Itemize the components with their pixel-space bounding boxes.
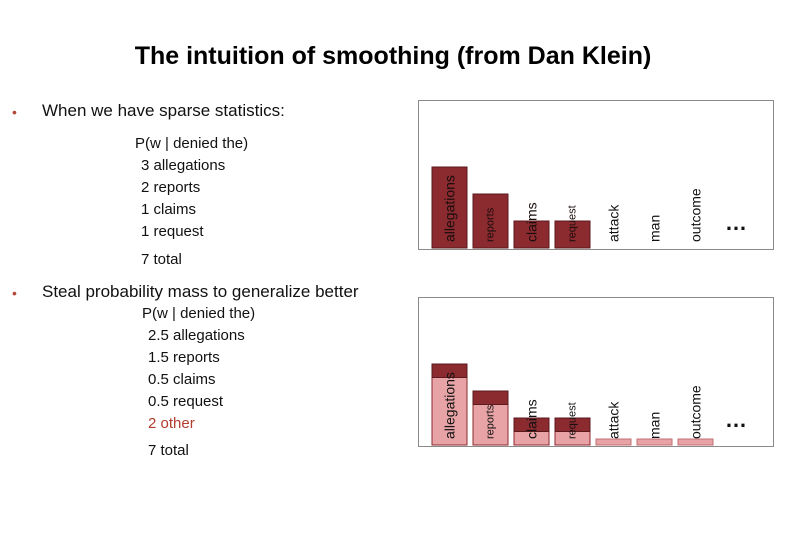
bar <box>431 166 468 249</box>
category-label: allegations <box>442 372 458 439</box>
category-label: man <box>647 215 663 242</box>
bar-kept <box>472 404 509 446</box>
category-label: attack <box>606 401 622 439</box>
bar-redistributed <box>677 438 714 446</box>
count-line: 1.5 reports <box>148 349 220 366</box>
category-label: attack <box>606 204 622 242</box>
bar-kept <box>431 377 468 446</box>
ellipsis-label: … <box>725 210 747 235</box>
bar <box>554 220 591 249</box>
bar-chart-sparse: allegations reports claims request attack man… <box>418 100 774 250</box>
bar-redistributed <box>636 438 673 446</box>
count-line: 3 allegations <box>141 157 226 174</box>
bullet-dot-2: • <box>12 285 17 301</box>
count-line: 0.5 claims <box>148 371 216 388</box>
bar <box>513 220 550 249</box>
bar-stolen <box>554 417 591 432</box>
bar <box>472 193 509 249</box>
count-line: 0.5 request <box>148 393 224 410</box>
category-label: request <box>567 205 579 242</box>
bar-stolen <box>431 363 468 378</box>
category-label: claims <box>524 202 540 242</box>
bar-redistributed <box>595 438 632 446</box>
slide-title: The intuition of smoothing (from Dan Kle… <box>134 42 652 70</box>
category-label: reports <box>485 207 497 242</box>
count-line: 2.5 allegations <box>148 327 245 344</box>
bullet-dot-1: • <box>12 104 17 120</box>
other-line: 2 other <box>148 415 195 432</box>
category-label: request <box>567 402 579 439</box>
category-label: reports <box>485 404 497 439</box>
count-line: 2 reports <box>141 179 201 196</box>
bullet-text-sparse: When we have sparse statistics: <box>42 101 285 120</box>
bar-stolen <box>472 390 509 405</box>
category-label: man <box>647 412 663 439</box>
prob-header-1: P(w | denied the) <box>135 135 249 152</box>
prob-header-2: P(w | denied the) <box>142 305 256 322</box>
count-line: 1 request <box>141 223 204 240</box>
category-label: claims <box>524 399 540 439</box>
total-line-1: 7 total <box>141 251 182 268</box>
bar-chart-smoothed: allegations reports claims request attack man… <box>418 297 774 447</box>
chart-frame <box>418 100 774 250</box>
category-label: outcome <box>688 385 704 439</box>
total-line-2: 7 total <box>148 442 189 459</box>
category-label: allegations <box>442 175 458 242</box>
ellipsis-label: … <box>725 407 747 432</box>
count-line: 1 claims <box>141 201 197 218</box>
bullet-text-steal: Steal probability mass to generalize bet… <box>42 282 359 301</box>
chart-frame <box>418 297 774 447</box>
category-label: outcome <box>688 188 704 242</box>
bar-stolen <box>513 417 550 432</box>
